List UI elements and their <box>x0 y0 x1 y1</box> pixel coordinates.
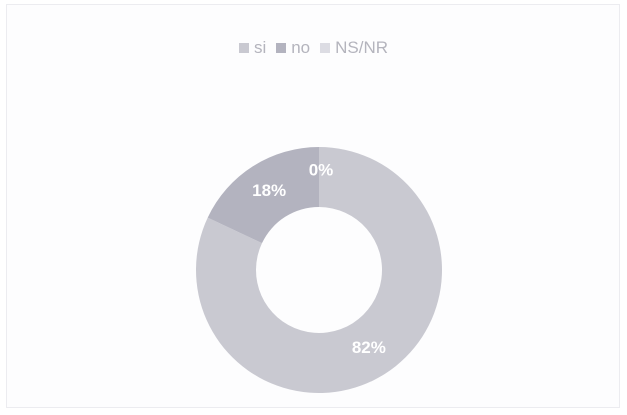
slice-si <box>196 147 442 393</box>
legend-swatch-si <box>238 43 249 53</box>
data-label-no: 18% <box>252 181 286 200</box>
legend-label-si: si <box>253 38 267 57</box>
legend-label-no: no <box>291 38 311 57</box>
slice-no <box>207 147 319 244</box>
legend-item-no: no <box>276 38 310 58</box>
chart-legend: si no NS/NR <box>0 38 627 58</box>
legend-label-nsnr: NS/NR <box>335 38 389 57</box>
data-label-nsnr: 0% <box>309 160 334 179</box>
legend-item-nsnr: NS/NR <box>320 38 388 58</box>
legend-item-si: si <box>238 38 267 58</box>
legend-swatch-nsnr <box>320 43 331 53</box>
data-label-si: 82% <box>352 338 386 357</box>
legend-swatch-no <box>276 43 287 53</box>
